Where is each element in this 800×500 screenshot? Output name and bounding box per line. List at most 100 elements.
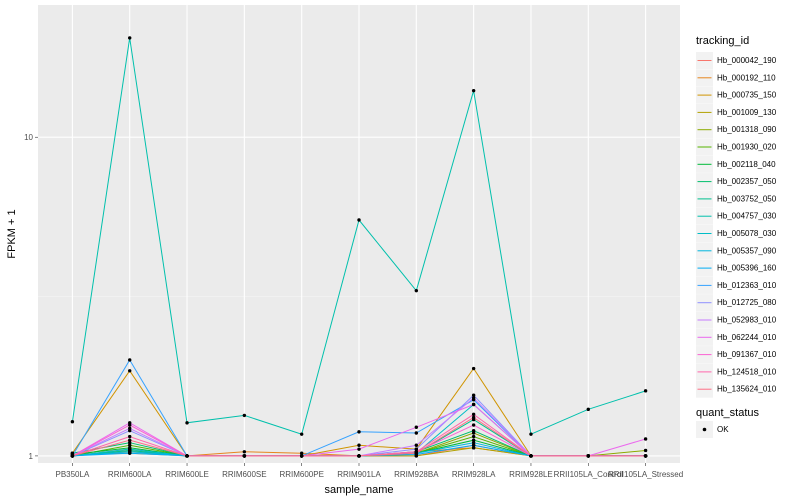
data-point [357,443,361,447]
data-point [529,454,533,458]
legend-label: Hb_052983_010 [717,316,777,325]
data-point [128,441,132,445]
legend-label: Hb_005357_090 [717,246,777,255]
data-point [471,428,476,433]
data-point [471,88,476,93]
data-point [471,441,476,445]
data-point [242,454,247,458]
legend-label: Hb_124518_010 [717,367,777,376]
data-point [643,389,648,393]
x-tick-label: RRII105LA_Control [554,470,624,479]
data-point [471,446,476,450]
y-axis: 1 10 [24,133,38,461]
legend-label: Hb_005396_160 [717,264,777,273]
data-point [471,415,476,420]
data-point [242,413,247,418]
point-legend-marker [702,427,707,432]
data-point [586,454,590,458]
data-point [128,443,132,447]
series-points [70,36,648,458]
y-axis-title: FPKM + 1 [6,209,18,258]
y-tick-label: 10 [24,133,33,142]
legend-title: tracking_id [696,35,749,47]
legend-label: Hb_005078_030 [717,229,777,238]
legend-label: Hb_000042_190 [717,56,777,65]
data-point [299,451,304,455]
x-tick-label: RRIM600LE [165,470,209,479]
data-point [414,288,419,293]
data-point [643,448,648,453]
data-point [128,447,132,451]
data-point [185,421,189,425]
data-point [357,218,361,222]
data-point [643,437,648,441]
legend-label: Hb_001318_090 [717,125,777,134]
data-point [128,423,132,427]
data-point [471,431,476,435]
legend-label: Hb_012363_010 [717,281,777,290]
data-point [128,438,132,442]
data-point [128,434,132,439]
data-point [586,407,590,412]
x-tick-label: RRIM928BA [394,470,439,479]
legend-label: Hb_001009_130 [717,108,777,117]
legend-label: Hb_062244_010 [717,333,777,342]
data-point [357,430,361,434]
legend-label: Hb_002118_040 [717,160,776,169]
data-point [128,358,132,362]
data-point [529,432,533,436]
data-point [414,447,419,451]
data-point [242,450,247,454]
data-point [414,431,419,435]
data-point [357,447,361,451]
x-tick-label: RRIM600PE [279,470,323,479]
x-tick-label: RRIM901LA [337,470,381,479]
data-point [357,454,361,458]
data-point [70,420,75,424]
x-axis-title: sample_name [324,484,393,496]
data-point [471,412,476,417]
data-point [471,402,476,407]
x-tick-label: RRIM600SE [222,470,266,479]
legend-label: Hb_135624_010 [717,385,777,394]
data-point [471,393,476,397]
x-axis: PB350LA RRIM600LA RRIM600LE RRIM600SE RRIM60… [55,463,683,479]
data-point [70,451,75,455]
data-point [471,366,476,371]
point-legend-title: quant_status [696,407,759,419]
data-point [128,36,132,40]
legend-label: Hb_000735_150 [717,91,777,100]
data-point [471,423,476,427]
point-legend-label: OK [717,425,729,434]
data-point [471,434,476,439]
legend-label: Hb_004757_030 [717,212,777,221]
data-point [128,451,132,455]
data-point [471,438,476,442]
data-point [414,425,419,429]
data-point [70,454,75,458]
x-tick-label: RRII105LA_Stressed [608,470,683,479]
x-tick-label: RRIM928LE [509,470,553,479]
data-point [471,396,476,400]
x-tick-label: PB350LA [55,470,89,479]
x-tick-label: RRIM600LA [108,470,152,479]
data-point [414,443,419,447]
y-tick-label: 1 [29,452,34,461]
data-point [414,451,419,455]
legend-label: Hb_003752_050 [717,194,777,203]
data-point [299,432,304,436]
data-point [128,369,132,373]
x-tick-label: RRIM928LA [452,470,496,479]
data-point [299,454,304,458]
data-point [185,454,189,458]
data-point [643,454,648,458]
data-point [471,443,476,447]
legend-label: Hb_012725_080 [717,298,777,307]
legend-label: Hb_000192_110 [717,73,776,82]
legend-items: Hb_000042_190 Hb_000192_110 Hb_000735_150 H… [696,52,777,398]
data-point [128,426,132,431]
legend-label: Hb_002357_050 [717,177,777,186]
legend: tracking_id Hb_000042_190Hb_000192_110Hb… [696,35,777,438]
legend-label: Hb_091367_010 [717,350,777,359]
